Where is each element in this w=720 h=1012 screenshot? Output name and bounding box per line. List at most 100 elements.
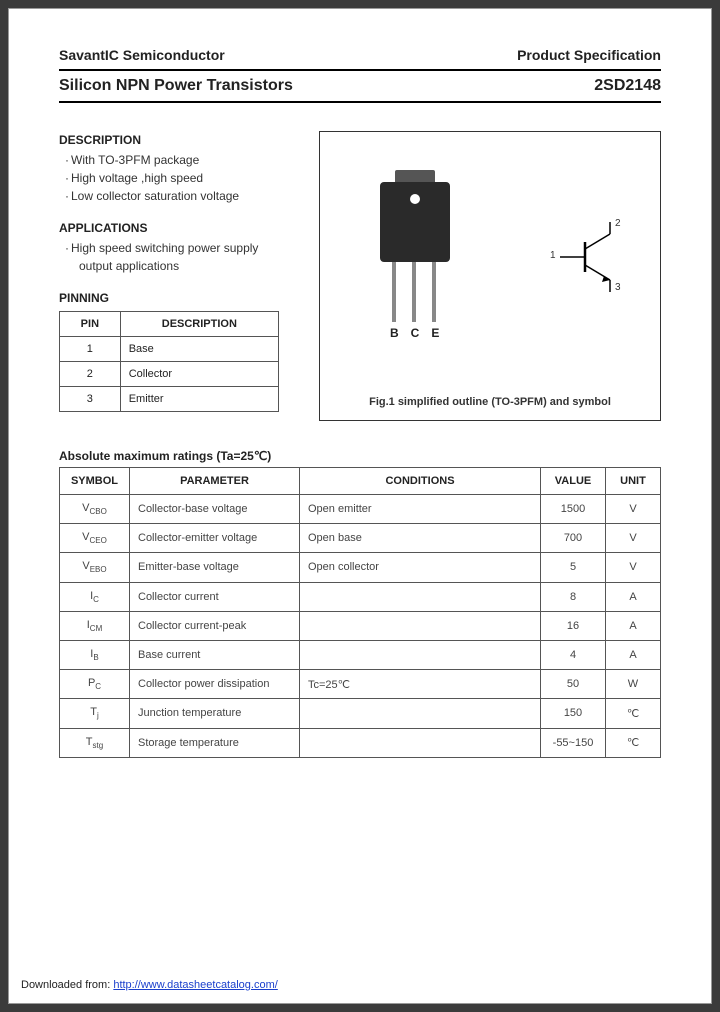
package-body-icon <box>380 182 450 262</box>
cell-unit: V <box>606 495 661 524</box>
table-row: VCEOCollector-emitter voltageOpen base70… <box>60 524 661 553</box>
cell-symbol: PC <box>60 670 130 699</box>
package-hole-icon <box>410 194 420 204</box>
package-leads <box>392 262 436 322</box>
pin-desc: Emitter <box>120 387 278 412</box>
desc-item: High voltage ,high speed <box>59 169 299 187</box>
sym-pin3: 3 <box>615 282 621 293</box>
sym-pin1: 1 <box>550 250 556 261</box>
lead-b: B <box>390 326 399 340</box>
lead-e: E <box>431 326 439 340</box>
lead-icon <box>432 262 436 322</box>
cell-parameter: Base current <box>130 640 300 669</box>
desc-item: With TO-3PFM package <box>59 151 299 169</box>
pinning-table: PIN DESCRIPTION 1Base 2Collector 3Emitte… <box>59 311 279 412</box>
cell-value: 50 <box>541 670 606 699</box>
cell-parameter: Storage temperature <box>130 728 300 757</box>
dl-link[interactable]: http://www.datasheetcatalog.com/ <box>113 979 277 991</box>
cell-unit: ℃ <box>606 728 661 757</box>
col-unit: UNIT <box>606 468 661 495</box>
cell-value: 150 <box>541 699 606 728</box>
col-desc: DESCRIPTION <box>120 312 278 337</box>
table-header-row: SYMBOL PARAMETER CONDITIONS VALUE UNIT <box>60 468 661 495</box>
cell-unit: ℃ <box>606 699 661 728</box>
description-heading: DESCRIPTION <box>59 133 299 147</box>
cell-unit: V <box>606 553 661 582</box>
col-conditions: CONDITIONS <box>300 468 541 495</box>
cell-value: 700 <box>541 524 606 553</box>
cell-symbol: ICM <box>60 611 130 640</box>
cell-conditions <box>300 611 541 640</box>
pin-num: 1 <box>60 337 121 362</box>
cell-symbol: VCEO <box>60 524 130 553</box>
cell-value: 5 <box>541 553 606 582</box>
col-pin: PIN <box>60 312 121 337</box>
part-number: 2SD2148 <box>594 77 661 95</box>
ratings-heading: Absolute maximum ratings (Ta=25℃) <box>59 449 661 463</box>
cell-conditions <box>300 582 541 611</box>
cell-parameter: Collector-emitter voltage <box>130 524 300 553</box>
title-bar: Silicon NPN Power Transistors 2SD2148 <box>59 69 661 103</box>
product-title: Silicon NPN Power Transistors <box>59 77 293 95</box>
cell-conditions: Open emitter <box>300 495 541 524</box>
table-row: TjJunction temperature 150℃ <box>60 699 661 728</box>
download-footer: Downloaded from: http://www.datasheetcat… <box>21 979 278 991</box>
app-item: High speed switching power supply <box>59 239 299 257</box>
col-parameter: PARAMETER <box>130 468 300 495</box>
cell-parameter: Collector current-peak <box>130 611 300 640</box>
cell-parameter: Collector-base voltage <box>130 495 300 524</box>
app-item-sub: output applications <box>59 257 299 275</box>
pin-desc: Collector <box>120 362 278 387</box>
ratings-table: SYMBOL PARAMETER CONDITIONS VALUE UNIT V… <box>59 467 661 758</box>
datasheet-page: SavantIC Semiconductor Product Specifica… <box>8 8 712 1004</box>
cell-symbol: IB <box>60 640 130 669</box>
table-row: IBBase current 4A <box>60 640 661 669</box>
table-row: ICCollector current8A <box>60 582 661 611</box>
cell-symbol: VCBO <box>60 495 130 524</box>
desc-item: Low collector saturation voltage <box>59 187 299 205</box>
pinning-heading: PINNING <box>59 291 299 305</box>
table-row: ICMCollector current-peak 16A <box>60 611 661 640</box>
table-row: VEBOEmitter-base voltageOpen collector5V <box>60 553 661 582</box>
lead-labels: B C E <box>390 326 439 340</box>
cell-symbol: Tj <box>60 699 130 728</box>
pin-num: 2 <box>60 362 121 387</box>
upper-section: DESCRIPTION With TO-3PFM package High vo… <box>59 131 661 421</box>
pin-desc: Base <box>120 337 278 362</box>
cell-value: 16 <box>541 611 606 640</box>
cell-conditions <box>300 699 541 728</box>
col-value: VALUE <box>541 468 606 495</box>
applications-heading: APPLICATIONS <box>59 221 299 235</box>
transistor-symbol: 1 2 3 <box>560 222 630 295</box>
cell-conditions <box>300 728 541 757</box>
lead-icon <box>412 262 416 322</box>
table-row: VCBOCollector-base voltageOpen emitter15… <box>60 495 661 524</box>
cell-conditions <box>300 640 541 669</box>
table-row: 2Collector <box>60 362 279 387</box>
table-header-row: PIN DESCRIPTION <box>60 312 279 337</box>
cell-parameter: Emitter-base voltage <box>130 553 300 582</box>
table-row: 3Emitter <box>60 387 279 412</box>
cell-value: 1500 <box>541 495 606 524</box>
cell-value: -55~150 <box>541 728 606 757</box>
cell-unit: A <box>606 611 661 640</box>
cell-unit: V <box>606 524 661 553</box>
pin-num: 3 <box>60 387 121 412</box>
cell-parameter: Junction temperature <box>130 699 300 728</box>
doc-type: Product Specification <box>517 47 661 63</box>
cell-symbol: VEBO <box>60 553 130 582</box>
cell-unit: A <box>606 640 661 669</box>
cell-symbol: IC <box>60 582 130 611</box>
dl-prefix: Downloaded from: <box>21 979 113 991</box>
col-symbol: SYMBOL <box>60 468 130 495</box>
sym-pin2: 2 <box>615 218 621 229</box>
cell-symbol: Tstg <box>60 728 130 757</box>
ratings-body: VCBOCollector-base voltageOpen emitter15… <box>60 495 661 758</box>
cell-value: 4 <box>541 640 606 669</box>
company-name: SavantIC Semiconductor <box>59 47 225 63</box>
cell-conditions: Open base <box>300 524 541 553</box>
lead-icon <box>392 262 396 322</box>
table-row: PCCollector power dissipationTc=25℃50W <box>60 670 661 699</box>
cell-conditions: Tc=25℃ <box>300 670 541 699</box>
page-header: SavantIC Semiconductor Product Specifica… <box>59 47 661 63</box>
